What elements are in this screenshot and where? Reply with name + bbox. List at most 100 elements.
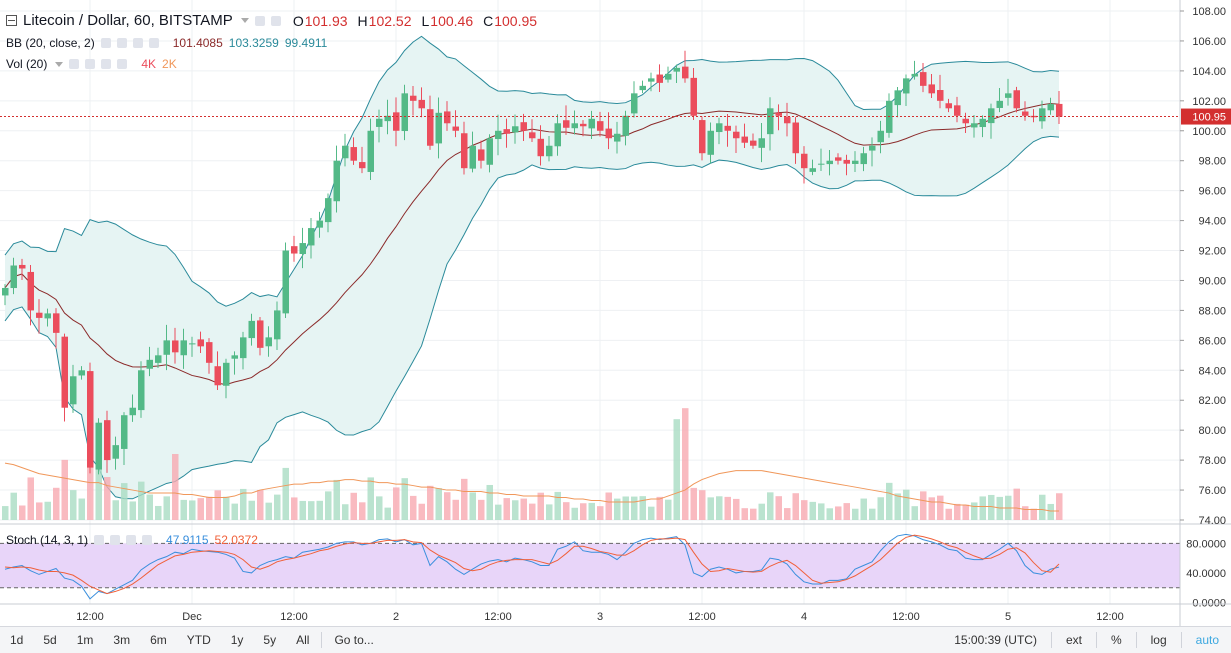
volume-bar: [19, 505, 26, 520]
volume-bar: [597, 506, 604, 520]
volume-bar: [95, 450, 102, 520]
volume-bar: [146, 494, 153, 520]
price-axis-label: 94.00: [1198, 216, 1226, 228]
volume-bar: [801, 500, 808, 520]
range-1d[interactable]: 1d: [10, 633, 24, 647]
price-axis-label: 106.00: [1192, 36, 1226, 48]
time-axis-label: 3: [597, 611, 603, 623]
chart-canvas[interactable]: 74.00 76.00 78.00 80.00 82.00 84.00 86.00 88.00…: [0, 0, 1231, 626]
candle-body: [937, 90, 944, 101]
volume-bar: [155, 505, 162, 520]
range-6m[interactable]: 6m: [150, 633, 167, 647]
range-5y[interactable]: 5y: [263, 633, 277, 647]
candle-body: [716, 123, 723, 133]
volume-bar: [452, 499, 459, 520]
candle-body: [410, 95, 417, 101]
volume-ma-line: [4, 462, 1059, 512]
bollinger-lower-line: [4, 135, 1060, 500]
volume-bar: [928, 497, 935, 520]
volume-bar: [257, 489, 264, 520]
toolbar-divider: [321, 632, 323, 648]
candle-body: [2, 287, 9, 296]
close-value: 100.95: [494, 12, 538, 29]
volume-bar: [546, 504, 553, 520]
candle-body: [495, 130, 502, 140]
ext-toggle[interactable]: ext: [1065, 633, 1082, 647]
candle-body: [180, 340, 187, 356]
volume-bar: [223, 496, 230, 520]
stoch-k-line: [4, 533, 1060, 600]
collapse-icon[interactable]: [6, 15, 17, 26]
candle-body: [393, 112, 400, 131]
chevron-down-icon[interactable]: [240, 18, 249, 23]
candle-body: [877, 130, 884, 143]
candle-body: [724, 125, 731, 131]
range-5d[interactable]: 5d: [43, 633, 57, 647]
goto-button[interactable]: Go to...: [334, 633, 374, 647]
candle-body: [512, 126, 519, 133]
bottom-toolbar: 1d 5d 1m 3m 6m YTD 1y 5y All Go to... 15…: [0, 626, 1231, 653]
volume-bar: [571, 507, 578, 520]
volume-bar: [121, 483, 128, 520]
bb-legend: BB (20, close, 2) 101.4085 103.3259 99.4…: [6, 36, 333, 50]
time-axis-label: 12:00: [688, 611, 716, 623]
volume-bar: [937, 495, 944, 520]
candle-body: [248, 320, 255, 339]
candle-body: [172, 340, 179, 353]
candle-body: [197, 339, 204, 347]
price-axis-label: 96.00: [1198, 186, 1226, 198]
volume-bar: [1030, 508, 1037, 520]
candle-body: [461, 133, 468, 169]
time-axis-label: Dec: [182, 611, 202, 623]
volume-bar: [231, 503, 238, 520]
stoch-controls-icon[interactable]: [94, 535, 158, 545]
volume-bar: [792, 493, 799, 520]
symbol-title: Litecoin / Dollar, 60, BITSTAMP: [23, 12, 233, 29]
high-value: 102.52: [368, 12, 412, 29]
high-label: H: [357, 12, 368, 29]
stoch-band-fill: [0, 543, 1180, 588]
vol-controls-icon[interactable]: [69, 59, 133, 69]
volume-bar: [682, 408, 689, 520]
bollinger-upper-line: [4, 35, 1060, 307]
volume-bar: [333, 479, 340, 520]
time-axis-label: 12:00: [892, 611, 920, 623]
volume-bar: [384, 507, 391, 520]
range-ytd[interactable]: YTD: [186, 633, 211, 647]
candle-body: [155, 355, 162, 363]
volume-bar: [401, 478, 408, 520]
bb-controls-icon[interactable]: [100, 38, 165, 48]
settings-icon[interactable]: [254, 15, 287, 26]
volume-bar: [843, 503, 850, 520]
auto-scale-toggle[interactable]: auto: [1195, 633, 1219, 647]
volume-bar: [554, 491, 561, 520]
price-axis-label: 86.00: [1198, 335, 1226, 347]
candle-body: [945, 103, 952, 109]
percent-toggle[interactable]: %: [1110, 633, 1122, 647]
vol-chevron-icon[interactable]: [55, 61, 64, 67]
candle-body: [860, 153, 867, 165]
volume-bar: [699, 490, 706, 520]
volume-bar: [733, 498, 740, 520]
range-all[interactable]: All: [296, 633, 310, 647]
candle-body: [1039, 108, 1046, 122]
toolbar-divider: [1135, 632, 1137, 648]
candle-body: [631, 93, 638, 114]
candle-body: [163, 340, 170, 355]
candle-body: [682, 66, 689, 79]
candle-body: [104, 420, 111, 461]
log-toggle[interactable]: log: [1150, 633, 1167, 647]
volume-bar: [750, 508, 757, 520]
volume-bar: [461, 478, 468, 520]
time-axis-label: 2: [393, 611, 399, 623]
vol-legend: Vol (20) 4K 2K: [6, 57, 183, 71]
range-1m[interactable]: 1m: [76, 633, 94, 647]
range-3m[interactable]: 3m: [113, 633, 131, 647]
range-1y[interactable]: 1y: [230, 633, 244, 647]
volume-bar: [622, 496, 629, 520]
volume-bar: [316, 500, 323, 520]
candle-body: [988, 108, 995, 124]
volume-bar: [758, 503, 765, 520]
volume-bar: [665, 499, 672, 520]
volume-bar: [359, 502, 366, 520]
